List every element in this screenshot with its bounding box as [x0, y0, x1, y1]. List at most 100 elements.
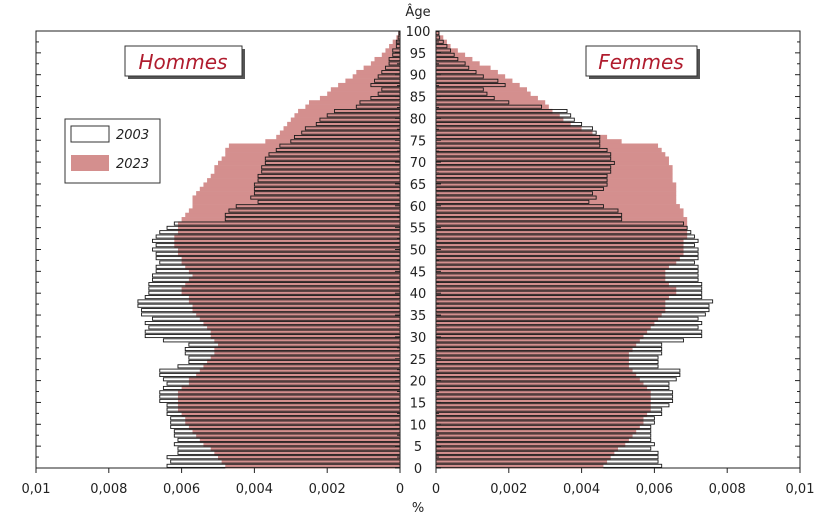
- bar-2023-hommes-age-63: [196, 191, 400, 196]
- bar-2023-hommes-age-0: [225, 463, 400, 469]
- bar-2023-femmes-age-66: [436, 178, 673, 183]
- bar-2003-femmes-age-29: [435, 338, 684, 343]
- bar-2003-hommes-age-21: [159, 372, 401, 377]
- bar-2023-femmes-age-32: [436, 325, 651, 330]
- bar-2023-femmes-age-35: [436, 312, 662, 317]
- bar-2023-hommes-age-88: [338, 82, 400, 88]
- bar-2023-hommes-age-39: [188, 294, 400, 300]
- bar-2023-femmes-age-1: [436, 459, 608, 464]
- bar-2003-femmes-age-5: [435, 442, 655, 447]
- bar-2003-hommes-age-23: [177, 364, 401, 369]
- bar-2003-hommes-age-15: [159, 398, 401, 403]
- bar-2023-hommes-age-9: [188, 424, 400, 430]
- bar-2023-femmes-age-61: [436, 199, 677, 205]
- bar-2003-hommes-age-38: [137, 299, 401, 304]
- bar-2023-femmes-age-3: [436, 450, 615, 456]
- bar-2023-hommes-age-51: [174, 243, 400, 248]
- bar-2023-hommes-age-83: [305, 104, 400, 110]
- bar-2023-femmes-age-21: [436, 372, 637, 378]
- bar-2003-femmes-age-78: [435, 126, 593, 131]
- bar-2023-femmes-age-19: [436, 381, 644, 387]
- bar-2023-femmes-age-4: [436, 446, 618, 451]
- bar-2003-femmes-age-59: [435, 208, 619, 213]
- x-tick-label-femmes-5: 0,01: [786, 482, 815, 497]
- bar-2003-hommes-age-26: [184, 351, 401, 356]
- bar-2023-femmes-age-77: [436, 130, 593, 136]
- bar-2003-femmes-age-13: [435, 407, 663, 412]
- bar-2023-hommes-age-79: [287, 121, 400, 127]
- bar-2023-femmes-age-9: [436, 424, 640, 430]
- bar-2023-hommes-age-75: [265, 139, 400, 144]
- bar-2003-hommes-age-85: [370, 96, 401, 101]
- bar-2023-femmes-age-47: [436, 260, 677, 265]
- bar-2003-hommes-age-72: [268, 152, 401, 157]
- bar-2023-femmes-age-81: [436, 113, 560, 118]
- bar-2023-femmes-age-33: [436, 320, 655, 326]
- bar-2003-hommes-age-20: [162, 377, 401, 382]
- bar-2023-hommes-age-91: [356, 69, 400, 75]
- bar-2003-femmes-age-58: [435, 212, 623, 217]
- bar-2003-femmes-age-68: [435, 169, 612, 174]
- bar-2023-femmes-age-64: [436, 186, 677, 192]
- age-tick-label-55: 55: [410, 222, 427, 237]
- bar-2003-hommes-age-75: [290, 139, 401, 144]
- bar-2023-femmes-age-74: [436, 143, 659, 149]
- bar-2003-femmes-age-57: [435, 217, 623, 222]
- bar-2023-femmes-age-37: [436, 303, 666, 309]
- bar-2023-hommes-age-26: [214, 351, 400, 356]
- series-2003: [137, 31, 714, 468]
- bar-2003-hommes-age-54: [159, 230, 401, 235]
- bar-2023-hommes-age-62: [192, 195, 400, 201]
- bar-2003-hommes-age-100: [398, 31, 401, 36]
- bar-2023-femmes-age-98: [436, 39, 447, 45]
- bar-2003-femmes-age-16: [435, 394, 674, 399]
- bar-2003-hommes-age-16: [159, 394, 401, 399]
- bar-2003-hommes-age-64: [253, 186, 401, 191]
- x-tick-label-hommes-1: 0,008: [90, 482, 127, 497]
- bar-2023-hommes-age-89: [345, 78, 400, 84]
- bar-2003-hommes-age-48: [155, 256, 401, 261]
- age-tick-label-0: 0: [414, 462, 422, 477]
- bar-2023-femmes-age-85: [436, 95, 538, 101]
- bar-2023-hommes-age-60: [192, 204, 400, 209]
- x-tick-label-femmes-4: 0,008: [709, 482, 746, 497]
- bar-2003-hommes-age-22: [159, 368, 401, 373]
- legend-label-2003: 2003: [116, 128, 149, 143]
- bar-2023-hommes-age-38: [188, 299, 400, 304]
- bar-2023-hommes-age-69: [214, 165, 400, 170]
- x-axis-labels: 0,01 0,008 0,006 0,004 0,002 0 0 0,002 0,004 0,00…: [22, 482, 815, 497]
- bar-2003-femmes-age-17: [435, 390, 674, 395]
- axes: [35, 30, 801, 473]
- bar-2023-hommes-age-4: [210, 446, 400, 451]
- bar-2023-femmes-age-14: [436, 403, 651, 408]
- bar-2023-femmes-age-75: [436, 139, 622, 144]
- age-tick-label-5: 5: [414, 440, 422, 455]
- x-tick-label-hommes-3: 0,004: [236, 482, 273, 497]
- bar-2023-femmes-age-26: [436, 351, 629, 356]
- x-tick-label-hommes-0: 0,01: [22, 482, 51, 497]
- bar-2003-hommes-age-28: [188, 342, 401, 347]
- bar-2023-femmes-age-91: [436, 69, 498, 75]
- bar-2023-femmes-age-60: [436, 204, 680, 209]
- bar-2003-hommes-age-80: [319, 117, 401, 122]
- bar-2023-femmes-age-68: [436, 169, 673, 175]
- bar-2023-hommes-age-94: [374, 56, 400, 62]
- age-tick-label-30: 30: [410, 331, 427, 346]
- bar-2003-femmes-age-33: [435, 321, 703, 326]
- bar-2003-hommes-age-25: [188, 355, 401, 360]
- bar-2023-hommes-age-15: [177, 398, 400, 404]
- bar-2023-hommes-age-30: [210, 333, 400, 339]
- bar-2023-hommes-age-86: [327, 91, 400, 97]
- bar-2003-femmes-age-6: [435, 437, 652, 442]
- bar-2023-femmes-age-89: [436, 78, 513, 84]
- x-tick-label-femmes-1: 0,002: [490, 482, 527, 497]
- bar-2003-hommes-age-1: [170, 459, 401, 464]
- bar-2023-femmes-age-93: [436, 61, 480, 66]
- age-tick-label-20: 20: [410, 375, 427, 390]
- bar-2003-hommes-age-24: [188, 359, 401, 365]
- bar-2003-femmes-age-48: [435, 256, 699, 261]
- bar-2023-femmes-age-24: [436, 359, 629, 365]
- bar-2023-femmes-age-58: [436, 212, 684, 218]
- bar-2023-femmes-age-40: [436, 290, 677, 296]
